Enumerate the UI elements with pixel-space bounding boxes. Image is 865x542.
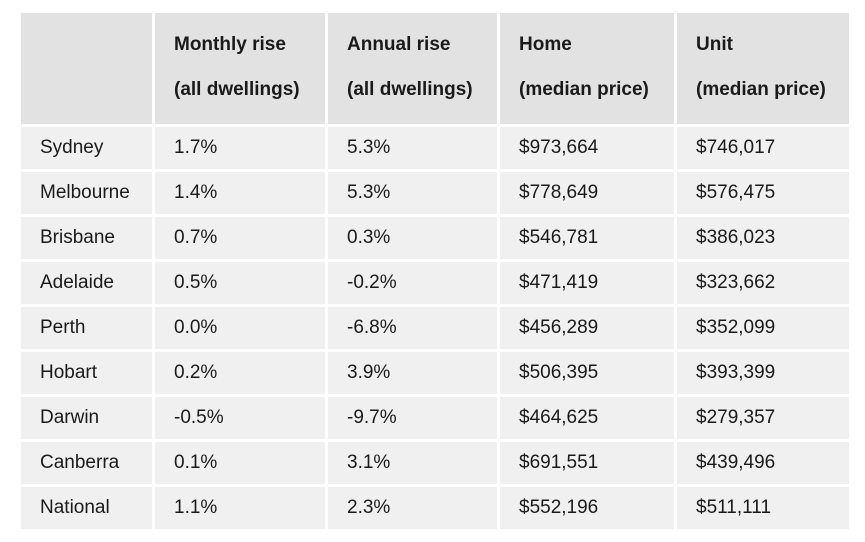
cell-annual-rise: -6.8% <box>325 304 500 352</box>
cell-unit-price: $439,496 <box>674 439 852 487</box>
cell-monthly-rise: 1.4% <box>152 169 328 217</box>
cell-home-price: $464,625 <box>497 394 677 442</box>
cell-home-price: $456,289 <box>497 304 677 352</box>
header-unit-median: Unit (median price) <box>674 10 852 127</box>
cell-unit-price: $746,017 <box>674 124 852 172</box>
cell-monthly-rise: 0.0% <box>152 304 328 352</box>
cell-monthly-rise: 0.1% <box>152 439 328 487</box>
table-row: National 1.1% 2.3% $552,196 $511,111 <box>18 484 852 532</box>
cell-monthly-rise: 1.1% <box>152 484 328 532</box>
cell-home-price: $691,551 <box>497 439 677 487</box>
cell-city: Canberra <box>18 439 155 487</box>
cell-annual-rise: 2.3% <box>325 484 500 532</box>
cell-monthly-rise: 0.2% <box>152 349 328 397</box>
header-city <box>18 10 155 127</box>
table-row: Canberra 0.1% 3.1% $691,551 $439,496 <box>18 439 852 487</box>
price-table: Monthly rise (all dwellings) Annual rise… <box>18 10 852 532</box>
cell-annual-rise: 3.1% <box>325 439 500 487</box>
table-row: Perth 0.0% -6.8% $456,289 $352,099 <box>18 304 852 352</box>
table-row: Sydney 1.7% 5.3% $973,664 $746,017 <box>18 124 852 172</box>
header-line1: Unit <box>696 33 733 55</box>
cell-city: Brisbane <box>18 214 155 262</box>
header-home-median: Home (median price) <box>497 10 677 127</box>
cell-city: Hobart <box>18 349 155 397</box>
table-row: Darwin -0.5% -9.7% $464,625 $279,357 <box>18 394 852 442</box>
cell-monthly-rise: 0.7% <box>152 214 328 262</box>
cell-city: Perth <box>18 304 155 352</box>
header-line1: Annual rise <box>347 33 451 55</box>
cell-city: Darwin <box>18 394 155 442</box>
header-row: Monthly rise (all dwellings) Annual rise… <box>18 10 852 127</box>
cell-city: National <box>18 484 155 532</box>
table-row: Melbourne 1.4% 5.3% $778,649 $576,475 <box>18 169 852 217</box>
header-line1: Home <box>519 33 572 55</box>
cell-home-price: $778,649 <box>497 169 677 217</box>
cell-unit-price: $576,475 <box>674 169 852 217</box>
cell-home-price: $471,419 <box>497 259 677 307</box>
cell-home-price: $973,664 <box>497 124 677 172</box>
cell-city: Adelaide <box>18 259 155 307</box>
cell-unit-price: $279,357 <box>674 394 852 442</box>
cell-home-price: $546,781 <box>497 214 677 262</box>
table-row: Hobart 0.2% 3.9% $506,395 $393,399 <box>18 349 852 397</box>
cell-unit-price: $352,099 <box>674 304 852 352</box>
header-line2: (all dwellings) <box>174 78 300 100</box>
header-line2: (median price) <box>519 78 649 100</box>
cell-annual-rise: -9.7% <box>325 394 500 442</box>
header-line2: (median price) <box>696 78 826 100</box>
header-line1: Monthly rise <box>174 33 286 55</box>
table-row: Brisbane 0.7% 0.3% $546,781 $386,023 <box>18 214 852 262</box>
header-line2: (all dwellings) <box>347 78 473 100</box>
cell-annual-rise: 5.3% <box>325 124 500 172</box>
cell-monthly-rise: 1.7% <box>152 124 328 172</box>
header-annual-rise: Annual rise (all dwellings) <box>325 10 500 127</box>
price-table-container: Monthly rise (all dwellings) Annual rise… <box>18 10 852 532</box>
cell-unit-price: $393,399 <box>674 349 852 397</box>
cell-annual-rise: 0.3% <box>325 214 500 262</box>
cell-annual-rise: -0.2% <box>325 259 500 307</box>
cell-monthly-rise: -0.5% <box>152 394 328 442</box>
cell-unit-price: $511,111 <box>674 484 852 532</box>
cell-annual-rise: 5.3% <box>325 169 500 217</box>
cell-unit-price: $386,023 <box>674 214 852 262</box>
cell-monthly-rise: 0.5% <box>152 259 328 307</box>
cell-unit-price: $323,662 <box>674 259 852 307</box>
cell-annual-rise: 3.9% <box>325 349 500 397</box>
header-monthly-rise: Monthly rise (all dwellings) <box>152 10 328 127</box>
cell-home-price: $552,196 <box>497 484 677 532</box>
cell-city: Sydney <box>18 124 155 172</box>
table-row: Adelaide 0.5% -0.2% $471,419 $323,662 <box>18 259 852 307</box>
cell-city: Melbourne <box>18 169 155 217</box>
cell-home-price: $506,395 <box>497 349 677 397</box>
